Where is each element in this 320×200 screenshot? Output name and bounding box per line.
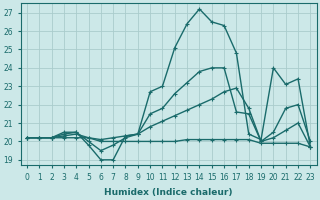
X-axis label: Humidex (Indice chaleur): Humidex (Indice chaleur): [104, 188, 233, 197]
